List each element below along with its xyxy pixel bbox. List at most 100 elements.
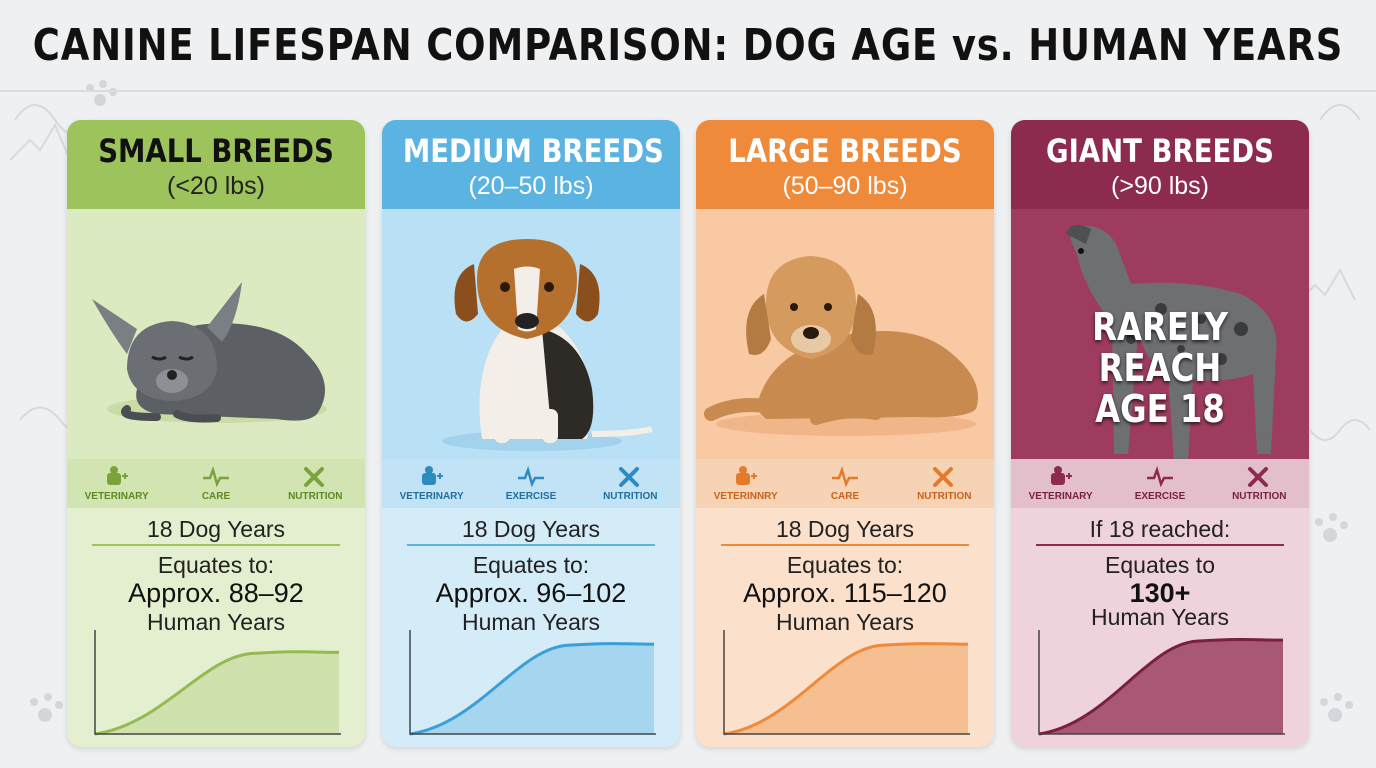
heartbeat-icon — [1146, 466, 1173, 488]
icon-label: VETERINARY — [84, 491, 149, 502]
great-dane-illustration: RARELY REACH AGE 18 — [1011, 209, 1309, 459]
icon-label: EXERCISE — [1134, 491, 1186, 502]
card-title: SMALL BREEDS — [98, 132, 334, 170]
card-medium-breeds: MEDIUM BREEDS (20–50 lbs) VETERINARY EXE… — [382, 120, 680, 747]
info-panel: 18 Dog Years Equates to: Approx. 88–92 H… — [67, 508, 365, 747]
dog-years: 18 Dog Years — [775, 516, 915, 542]
icon-item: VETERINARY — [387, 459, 477, 502]
equates-label: Equates to: — [786, 552, 904, 578]
icon-item: EXERCISE — [1115, 459, 1205, 502]
card-subtitle: (>90 lbs) — [1111, 172, 1209, 200]
chart-axes — [94, 630, 341, 735]
card-title: GIANT BREEDS — [1046, 132, 1274, 170]
dog-years: 18 Dog Years — [461, 516, 601, 542]
icon-item: NUTRITION — [899, 459, 989, 502]
heartbeat-icon — [202, 466, 229, 488]
aging-curve-chart — [408, 628, 658, 736]
card-header: GIANT BREEDS (>90 lbs) — [1011, 120, 1309, 209]
aging-curve-chart — [722, 628, 972, 736]
tools-icon — [304, 467, 325, 487]
icon-item: VETERINNRY — [701, 459, 791, 502]
veterinary-icon — [735, 466, 757, 485]
icon-item: VETERINARY — [1016, 459, 1106, 502]
care-icons-row: VETERINARY EXERCISE NUTRITION — [382, 459, 680, 508]
human-years-label: Human Years — [775, 609, 915, 635]
card-header: MEDIUM BREEDS (20–50 lbs) — [382, 120, 680, 209]
curve-area — [410, 643, 654, 734]
aging-curve-chart — [1037, 628, 1287, 736]
human-years-value: 130+ — [1129, 578, 1191, 608]
equates-label: Equates to: — [472, 552, 590, 578]
info-panel: 18 Dog Years Equates to: Approx. 115–120… — [696, 508, 994, 747]
card-giant-breeds: GIANT BREEDS (>90 lbs) RARELY REACH AGE … — [1011, 120, 1309, 747]
tools-icon — [619, 467, 640, 487]
human-years-value: Approx. 115–120 — [743, 578, 947, 608]
dog-years: If 18 reached: — [1089, 516, 1231, 542]
icon-label: NUTRITION — [917, 491, 972, 502]
human-years-value: Approx. 88–92 — [128, 578, 304, 608]
title-bar: CANINE LIFESPAN COMPARISON: DOG AGE vs. … — [0, 0, 1376, 92]
care-icons-row: VETERINARY EXERCISE NUTRITION — [1011, 459, 1309, 508]
human-years-label: Human Years — [461, 609, 601, 635]
chart-axes — [409, 630, 656, 735]
divider — [1036, 544, 1284, 546]
dog-years: 18 Dog Years — [146, 516, 286, 542]
care-icons-row: VETERINARY CARE NUTRITION — [67, 459, 365, 508]
chart-axes — [1038, 630, 1285, 735]
human-years-label: Human Years — [1090, 604, 1230, 630]
icon-label: VETERINARY — [1028, 491, 1093, 502]
overlay-text: RARELY REACH AGE 18 — [1092, 305, 1228, 431]
icon-item: NUTRITION — [270, 459, 360, 502]
veterinary-icon — [106, 466, 128, 485]
card-large-breeds: LARGE BREEDS (50–90 lbs) VETERINNRY CARE — [696, 120, 994, 747]
icon-label: EXERCISE — [505, 491, 557, 502]
curve-area — [1039, 639, 1283, 734]
curve-line — [94, 650, 340, 736]
human-years-label: Human Years — [146, 609, 286, 635]
card-subtitle: (<20 lbs) — [167, 172, 265, 200]
tools-icon — [933, 467, 954, 487]
icon-label: NUTRITION — [288, 491, 343, 502]
rarely-reach-overlay: RARELY REACH AGE 18 — [1033, 307, 1286, 430]
golden-retriever-illustration — [696, 209, 994, 459]
info-panel: 18 Dog Years Equates to: Approx. 96–102 … — [382, 508, 680, 747]
beagle-illustration — [382, 209, 680, 459]
chart-axes — [723, 630, 970, 735]
veterinary-icon — [421, 466, 443, 485]
curve-area — [95, 651, 339, 734]
card-small-breeds: SMALL BREEDS (<20 lbs) VETERINARY CARE N… — [67, 120, 365, 747]
human-years-value: Approx. 96–102 — [435, 578, 627, 608]
icon-label: CARE — [201, 491, 231, 502]
curve-line — [409, 642, 655, 736]
icon-item: EXERCISE — [486, 459, 576, 502]
icon-label: NUTRITION — [603, 491, 658, 502]
equates-label: Equates to — [1105, 552, 1215, 578]
card-title: LARGE BREEDS — [728, 132, 962, 170]
icon-item: NUTRITION — [585, 459, 675, 502]
card-subtitle: (50–90 lbs) — [782, 172, 908, 200]
heartbeat-icon — [831, 466, 858, 488]
icon-label: NUTRITION — [1232, 491, 1287, 502]
care-icons-row: VETERINNRY CARE NUTRITION — [696, 459, 994, 508]
card-title: MEDIUM BREEDS — [402, 132, 664, 170]
chihuahua-illustration — [67, 209, 365, 459]
divider — [92, 544, 340, 546]
equates-label: Equates to: — [157, 552, 275, 578]
icon-item: CARE — [800, 459, 890, 502]
icon-item: VETERINARY — [72, 459, 162, 502]
divider — [721, 544, 969, 546]
curve-area — [724, 643, 968, 734]
veterinary-icon — [1050, 466, 1072, 485]
page-title: CANINE LIFESPAN COMPARISON: DOG AGE vs. … — [32, 19, 1344, 71]
divider — [407, 544, 655, 546]
icon-label: CARE — [830, 491, 860, 502]
icon-item: CARE — [171, 459, 261, 502]
icon-item: NUTRITION — [1214, 459, 1304, 502]
curve-line — [1038, 638, 1284, 736]
card-header: SMALL BREEDS (<20 lbs) — [67, 120, 365, 209]
icon-label: VETERINNRY — [713, 491, 778, 502]
tools-icon — [1248, 467, 1269, 487]
icon-label: VETERINARY — [399, 491, 464, 502]
card-header: LARGE BREEDS (50–90 lbs) — [696, 120, 994, 209]
